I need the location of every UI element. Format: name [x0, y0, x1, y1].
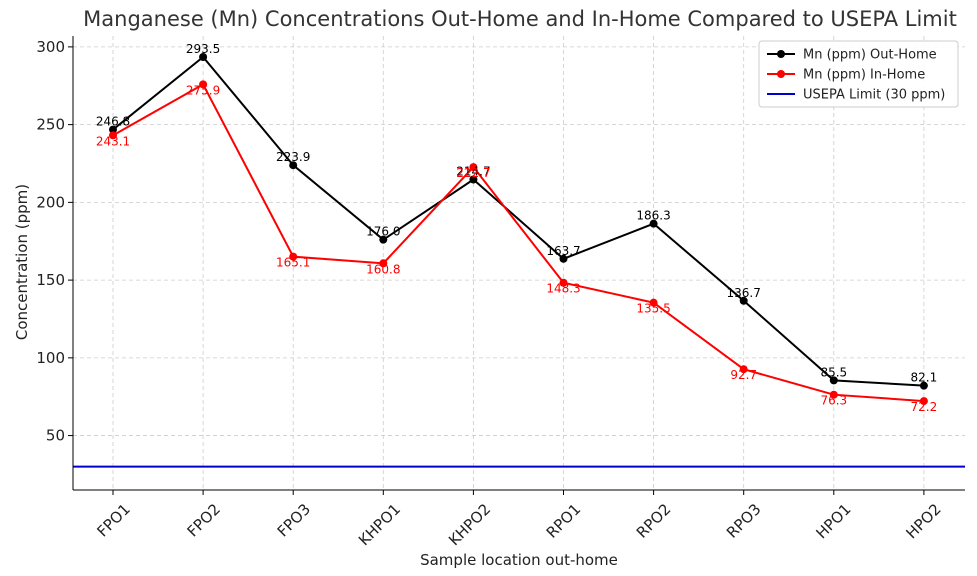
data-label-out-home: 136.7: [727, 286, 761, 300]
data-point-out-home: [829, 376, 838, 385]
x-axis-label: Sample location out-home: [420, 551, 618, 569]
data-point-out-home: [649, 219, 658, 228]
data-point-out-home: [469, 175, 478, 184]
data-label-in-home: 72.2: [911, 400, 938, 414]
data-point-out-home: [109, 125, 117, 134]
legend-label-out-home: Mn (ppm) Out-Home: [803, 48, 937, 63]
y-tick-label: 250: [36, 116, 65, 134]
data-label-in-home: 160.8: [366, 262, 400, 276]
data-label-out-home: 163.7: [546, 244, 580, 258]
y-tick-label: 100: [36, 349, 65, 367]
data-point-in-home: [829, 390, 838, 399]
data-label-out-home: 293.5: [186, 42, 220, 56]
legend-box: [758, 40, 959, 108]
x-tick-label: KHPO2: [445, 500, 494, 549]
x-tick-label: HPO1: [812, 500, 854, 542]
x-tick-label: FPO1: [94, 500, 134, 540]
series-line-out-home: [112, 55, 924, 387]
data-point-in-home: [109, 131, 117, 140]
x-tick-label: KHPO1: [355, 500, 404, 549]
data-point-in-home: [469, 163, 478, 172]
data-point-in-home: [919, 397, 928, 406]
data-label-in-home: 243.1: [96, 134, 130, 148]
data-label-in-home: 76.3: [820, 394, 847, 408]
x-tick-label: RPO1: [543, 500, 585, 542]
y-axis-label: Concentration (ppm): [13, 184, 31, 340]
legend-marker-in-home: [777, 70, 785, 78]
data-point-in-home: [649, 298, 658, 307]
x-tick-label: FPO2: [184, 500, 224, 540]
data-label-in-home: 148.3: [546, 282, 580, 296]
data-point-out-home: [559, 254, 568, 263]
y-tick-label: 300: [36, 38, 65, 56]
legend: Mn (ppm) Out-Home Mn (ppm) In-Home USEPA L…: [758, 40, 959, 108]
data-point-out-home: [919, 381, 928, 390]
x-tick-label: RPO2: [633, 500, 675, 542]
chart-title: Manganese (Mn) Concentrations Out-Home a…: [83, 7, 957, 31]
data-point-in-home: [289, 252, 298, 261]
data-label-in-home: 135.5: [636, 302, 670, 316]
data-label-out-home: 176.0: [366, 225, 400, 239]
data-label-in-home: 222.7: [456, 166, 490, 180]
data-label-out-home: 186.3: [636, 209, 670, 223]
x-tick-label: HPO2: [903, 500, 945, 542]
data-point-in-home: [379, 259, 388, 268]
x-tick-label: FPO3: [274, 500, 314, 540]
data-label-out-home: 214.7: [456, 165, 490, 179]
data-point-in-home: [199, 80, 208, 89]
y-tick-label: 50: [46, 427, 65, 445]
legend-marker-out-home: [777, 50, 785, 58]
data-point-in-home: [559, 278, 568, 287]
data-label-in-home: 92.7: [730, 368, 757, 382]
data-label-out-home: 85.5: [820, 365, 847, 379]
series-line-in-home: [112, 82, 924, 403]
data-label-out-home: 246.8: [96, 115, 130, 129]
data-label-in-home: 275.9: [186, 83, 220, 97]
data-point-out-home: [739, 296, 748, 305]
x-tick-label: RPO3: [723, 500, 765, 542]
y-tick-label: 150: [36, 271, 65, 289]
data-point-out-home: [289, 161, 298, 170]
data-label-out-home: 82.1: [911, 371, 938, 385]
legend-label-usepa-limit: USEPA Limit (30 ppm): [803, 88, 945, 103]
data-point-in-home: [739, 365, 748, 374]
data-point-out-home: [379, 235, 388, 244]
y-tick-label: 200: [36, 193, 65, 211]
data-point-out-home: [199, 52, 208, 61]
legend-label-in-home: Mn (ppm) In-Home: [803, 68, 925, 83]
data-label-out-home: 223.9: [276, 150, 310, 164]
data-label-in-home: 165.1: [276, 256, 310, 270]
